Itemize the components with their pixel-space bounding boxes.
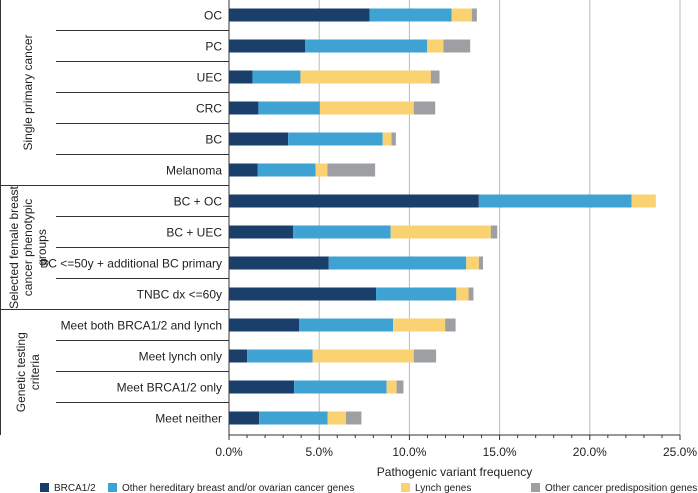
legend-swatch bbox=[531, 483, 540, 492]
bar-segment bbox=[396, 380, 404, 394]
x-axis-label: Pathogenic variant frequency bbox=[377, 465, 532, 479]
bar-segment bbox=[229, 225, 294, 239]
group-label: Single primary cancer bbox=[21, 34, 35, 150]
legend-swatch bbox=[40, 483, 49, 492]
category-label: UEC bbox=[197, 71, 223, 85]
bar-segment bbox=[427, 39, 444, 53]
bar-segment bbox=[257, 163, 316, 177]
x-tick-label: 15.0% bbox=[483, 445, 517, 459]
legend-label: Other cancer predisposition genes bbox=[545, 483, 697, 493]
category-label: Meet neither bbox=[155, 412, 222, 426]
group-label: Selected female breastcancer phenotypicg… bbox=[7, 185, 49, 308]
legend-swatch bbox=[108, 483, 117, 492]
bar-segment bbox=[252, 70, 301, 84]
bar-segment bbox=[229, 194, 479, 208]
bar-segment bbox=[490, 225, 498, 239]
category-label: BC bbox=[205, 133, 222, 147]
bar-segment bbox=[451, 8, 472, 22]
category-label: Meet lynch only bbox=[139, 350, 222, 364]
bar-segment bbox=[391, 132, 396, 146]
bar-segment bbox=[413, 349, 437, 363]
category-label: CRC bbox=[196, 102, 222, 116]
bar-segment bbox=[258, 101, 320, 115]
bar-segment bbox=[305, 39, 428, 53]
bar-segment bbox=[327, 163, 376, 177]
bar-segment bbox=[247, 349, 313, 363]
bar-segment bbox=[229, 349, 248, 363]
bar-segment bbox=[294, 380, 387, 394]
category-label: Melanoma bbox=[166, 164, 222, 178]
category-label: PC bbox=[205, 40, 222, 54]
bar-segment bbox=[327, 411, 346, 425]
bar-segment bbox=[376, 287, 457, 301]
bar-segment bbox=[468, 287, 474, 301]
category-label: BC + OC bbox=[174, 195, 223, 209]
bar-segment bbox=[229, 8, 370, 22]
bar-segment bbox=[319, 101, 414, 115]
category-label: OC bbox=[204, 9, 222, 23]
bar-segment bbox=[312, 349, 414, 363]
bar-segment bbox=[382, 132, 392, 146]
legend-label: BRCA1/2 bbox=[54, 483, 96, 493]
bar-segment bbox=[413, 101, 436, 115]
bar-segment bbox=[229, 163, 258, 177]
bar-segment bbox=[293, 225, 391, 239]
bar-segment bbox=[229, 318, 299, 332]
category-label: BC <=50y + additional BC primary bbox=[40, 257, 222, 271]
bar-segment bbox=[345, 411, 362, 425]
legend-label: Lynch genes bbox=[415, 483, 471, 493]
legend-label: Other hereditary breast and/or ovarian c… bbox=[122, 483, 354, 493]
bar-segment bbox=[393, 318, 446, 332]
group-label: Genetic testingcriteria bbox=[14, 332, 42, 412]
bar-segment bbox=[445, 318, 456, 332]
bar-segment bbox=[298, 318, 394, 332]
x-tick-label: 10.0% bbox=[392, 445, 426, 459]
bar-segment bbox=[229, 70, 253, 84]
x-tick-label: 25.0% bbox=[663, 445, 697, 459]
bar-segment bbox=[259, 411, 328, 425]
category-label: Meet both BRCA1/2 and lynch bbox=[61, 319, 222, 333]
bar-segment bbox=[315, 163, 328, 177]
bar-segment bbox=[229, 101, 259, 115]
bar-segment bbox=[328, 256, 467, 270]
bar-segment bbox=[229, 411, 260, 425]
bar-segment bbox=[430, 70, 440, 84]
bar-segment bbox=[471, 8, 477, 22]
category-label: BC + UEC bbox=[166, 226, 222, 240]
bar-segment bbox=[386, 380, 397, 394]
bar-segment bbox=[478, 256, 484, 270]
bar-segment bbox=[288, 132, 383, 146]
legend-swatch bbox=[401, 483, 410, 492]
x-tick-label: 5.0% bbox=[306, 445, 334, 459]
bar-segment bbox=[229, 287, 377, 301]
bar-segment bbox=[390, 225, 491, 239]
bar-segment bbox=[466, 256, 479, 270]
bar-segment bbox=[229, 132, 289, 146]
bar-segment bbox=[478, 194, 632, 208]
x-tick-label: 20.0% bbox=[573, 445, 607, 459]
bar-segment bbox=[300, 70, 431, 84]
bar-segment bbox=[631, 194, 656, 208]
bar-segment bbox=[369, 8, 452, 22]
bar-segment bbox=[443, 39, 471, 53]
category-label: TNBC dx <=60y bbox=[137, 288, 222, 302]
bar-segment bbox=[229, 39, 306, 53]
bar-segment bbox=[229, 380, 295, 394]
x-tick-label: 0.0% bbox=[215, 445, 243, 459]
bar-segment bbox=[456, 287, 469, 301]
category-label: Meet BRCA1/2 only bbox=[117, 381, 222, 395]
bar-segment bbox=[229, 256, 329, 270]
